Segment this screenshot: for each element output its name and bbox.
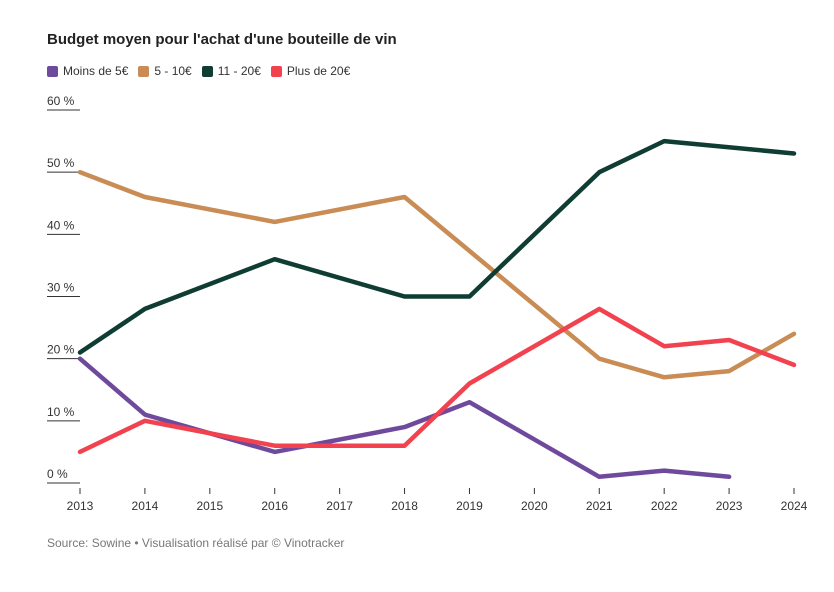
x-tick-label: 2024	[781, 499, 808, 513]
x-tick-label: 2016	[261, 499, 288, 513]
y-tick-60: 60 %	[47, 94, 80, 111]
y-tick-50: 50 %	[47, 156, 80, 173]
y-tick-label: 10 %	[47, 405, 75, 419]
legend-swatch	[201, 65, 213, 77]
x-tick-label: 2015	[196, 499, 223, 513]
y-tick-label: 60 %	[47, 94, 75, 108]
series-line-2	[77, 169, 797, 380]
x-tick-label: 2021	[586, 499, 613, 513]
x-tick-label: 2023	[716, 499, 743, 513]
x-tick-label: 2013	[67, 499, 94, 513]
legend-label: 11 - 20€	[217, 64, 261, 78]
legend-item-3: 11 - 20€	[201, 64, 261, 78]
legend-swatch	[47, 65, 58, 77]
chart-legend: Moins de 5€ 5 - 10€ 11 - 20€ Plus de 20€	[47, 64, 360, 78]
legend-label: Moins de 5€	[63, 64, 129, 78]
legend-swatch	[270, 65, 282, 77]
chart-title: Budget moyen pour l'achat d'une bouteill…	[47, 31, 397, 48]
series-line-1	[77, 356, 732, 480]
x-tick-label: 2019	[456, 499, 483, 513]
legend-item-2: 5 - 10€	[138, 64, 192, 78]
y-tick-label: 50 %	[47, 156, 75, 170]
legend-item-1: Moins de 5€	[47, 64, 128, 78]
y-tick-label: 40 %	[47, 218, 75, 232]
x-tick-label: 2020	[521, 499, 548, 513]
x-tick-label: 2014	[132, 499, 159, 513]
legend-label: 5 - 10€	[154, 64, 192, 78]
legend-swatch	[138, 65, 150, 77]
y-tick-40: 40 %	[47, 218, 80, 235]
source-note: Source: Sowine • Visualisation réalisé p…	[47, 536, 345, 550]
y-tick-20: 20 %	[47, 343, 80, 360]
series-line-3	[77, 138, 797, 355]
x-tick-label: 2017	[326, 499, 353, 513]
series-line-4	[77, 306, 797, 455]
legend-item-4: Plus de 20€	[270, 64, 351, 78]
y-tick-30: 30 %	[47, 281, 80, 297]
legend-label: Plus de 20€	[286, 64, 351, 78]
x-tick-label: 2018	[391, 499, 418, 513]
y-tick-label: 0 %	[47, 467, 68, 481]
y-tick-label: 30 %	[47, 281, 75, 295]
y-tick-0: 0 %	[47, 467, 80, 484]
x-tick-label: 2022	[651, 499, 678, 513]
y-tick-10: 10 %	[47, 405, 80, 422]
y-tick-label: 20 %	[47, 343, 75, 357]
